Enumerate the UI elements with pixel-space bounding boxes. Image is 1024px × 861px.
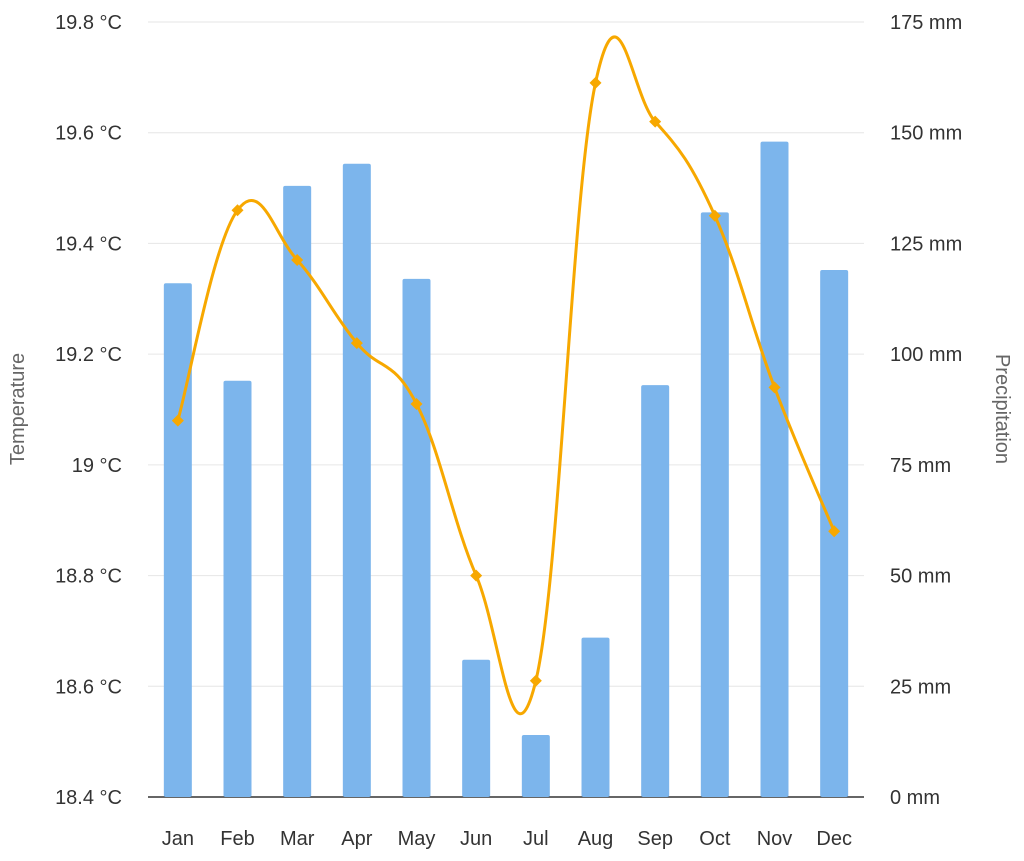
precipitation-bar[interactable] <box>163 283 192 797</box>
x-axis-tick-label: Aug <box>578 828 614 850</box>
left-axis-tick-label: 19 °C <box>72 455 122 477</box>
x-axis-tick-label: Feb <box>220 828 254 850</box>
precipitation-bar[interactable] <box>760 141 789 798</box>
right-axis-tick-label: 125 mm <box>890 233 962 255</box>
right-axis-tick-label: 75 mm <box>890 455 951 477</box>
x-axis-tick-label: Mar <box>280 828 315 850</box>
temperature-point[interactable] <box>649 115 662 128</box>
precipitation-bar[interactable] <box>283 185 312 797</box>
x-axis-tick-label: Jun <box>460 828 492 850</box>
temperature-point[interactable] <box>470 569 483 582</box>
left-axis-tick-label: 18.4 °C <box>55 787 122 809</box>
temperature-point[interactable] <box>291 254 304 267</box>
x-axis-tick-label: Oct <box>699 828 731 850</box>
precipitation-bars <box>163 141 849 798</box>
left-axis-ticks: 19.8 °C 19.6 °C 19.4 °C 19.2 °C 19 °C 18.8 °C… <box>55 12 122 809</box>
x-axis-tick-label: Nov <box>757 828 793 850</box>
temperature-point[interactable] <box>171 414 184 427</box>
right-axis-tick-label: 25 mm <box>890 676 951 698</box>
temperature-point[interactable] <box>410 397 423 410</box>
left-axis-tick-label: 19.4 °C <box>55 233 122 255</box>
left-axis-tick-label: 19.6 °C <box>55 123 122 145</box>
x-axis-tick-label: Jan <box>162 828 194 850</box>
right-axis-ticks: 175 mm 150 mm 125 mm 100 mm 75 mm 50 mm 25 mm 0… <box>890 12 962 809</box>
right-axis-tick-label: 150 mm <box>890 123 962 145</box>
precipitation-bar[interactable] <box>462 659 491 797</box>
x-axis-tick-label: May <box>398 828 436 850</box>
temperature-point[interactable] <box>529 674 542 687</box>
left-axis-tick-label: 18.6 °C <box>55 676 122 698</box>
left-axis-tick-label: 19.2 °C <box>55 344 122 366</box>
precipitation-bar[interactable] <box>402 278 431 797</box>
x-axis-tick-label: Apr <box>341 828 372 850</box>
x-axis-tick-label: Sep <box>637 828 673 850</box>
temperature-line <box>176 35 836 716</box>
precipitation-bar[interactable] <box>342 163 371 797</box>
right-axis-title: Precipitation <box>991 354 1013 464</box>
temperature-point[interactable] <box>828 525 841 538</box>
temperature-point[interactable] <box>708 209 721 222</box>
x-axis-tick-label: Jul <box>523 828 549 850</box>
temperature-point[interactable] <box>768 381 781 394</box>
right-axis-tick-label: 0 mm <box>890 787 940 809</box>
temperature-point[interactable] <box>350 337 363 350</box>
left-axis-tick-label: 18.8 °C <box>55 566 122 588</box>
precipitation-bar[interactable] <box>641 385 670 797</box>
right-axis-tick-label: 100 mm <box>890 344 962 366</box>
right-axis-tick-label: 175 mm <box>890 12 962 34</box>
temperature-point[interactable] <box>231 204 244 217</box>
left-axis-title: Temperature <box>7 353 29 465</box>
gridlines <box>148 21 864 798</box>
temperature-line-series <box>171 35 841 716</box>
right-axis-tick-label: 50 mm <box>890 566 951 588</box>
left-axis-tick-label: 19.8 °C <box>55 12 122 34</box>
temperature-point[interactable] <box>589 76 602 89</box>
precipitation-bar[interactable] <box>700 212 729 797</box>
precipitation-bar[interactable] <box>223 380 252 797</box>
precipitation-bar[interactable] <box>521 735 550 797</box>
x-axis-ticks: Jan Feb Mar Apr May Jun Jul Aug Sep Oct Nov Dec <box>162 828 852 850</box>
x-axis-tick-label: Dec <box>816 828 852 850</box>
precipitation-bar[interactable] <box>581 637 610 797</box>
